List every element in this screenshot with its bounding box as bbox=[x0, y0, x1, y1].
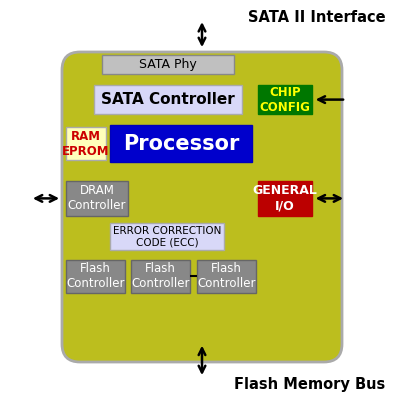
Text: Flash
Controller: Flash Controller bbox=[66, 262, 125, 290]
FancyBboxPatch shape bbox=[258, 181, 312, 216]
Text: Flash
Controller: Flash Controller bbox=[132, 262, 190, 290]
Text: SATA Phy: SATA Phy bbox=[139, 58, 197, 71]
Text: RAM
EPROM: RAM EPROM bbox=[62, 130, 110, 158]
FancyBboxPatch shape bbox=[131, 260, 190, 293]
Text: DRAM
Controller: DRAM Controller bbox=[68, 184, 126, 212]
Text: ERROR CORRECTION
CODE (ECC): ERROR CORRECTION CODE (ECC) bbox=[113, 226, 221, 247]
FancyBboxPatch shape bbox=[110, 223, 224, 250]
Text: SATA II Interface: SATA II Interface bbox=[248, 10, 386, 26]
Text: Flash
Controller: Flash Controller bbox=[197, 262, 256, 290]
Text: SATA Controller: SATA Controller bbox=[101, 92, 235, 107]
FancyBboxPatch shape bbox=[66, 181, 128, 216]
FancyBboxPatch shape bbox=[66, 127, 106, 160]
FancyBboxPatch shape bbox=[62, 52, 342, 362]
FancyBboxPatch shape bbox=[110, 125, 252, 162]
Text: Flash Memory Bus: Flash Memory Bus bbox=[234, 377, 385, 392]
Text: GENERAL
I/O: GENERAL I/O bbox=[252, 184, 318, 212]
FancyBboxPatch shape bbox=[197, 260, 256, 293]
Text: Processor: Processor bbox=[123, 134, 239, 154]
FancyBboxPatch shape bbox=[102, 55, 234, 74]
Text: CHIP
CONFIG: CHIP CONFIG bbox=[260, 86, 310, 114]
FancyBboxPatch shape bbox=[258, 85, 312, 114]
FancyBboxPatch shape bbox=[94, 85, 242, 114]
FancyBboxPatch shape bbox=[66, 260, 125, 293]
